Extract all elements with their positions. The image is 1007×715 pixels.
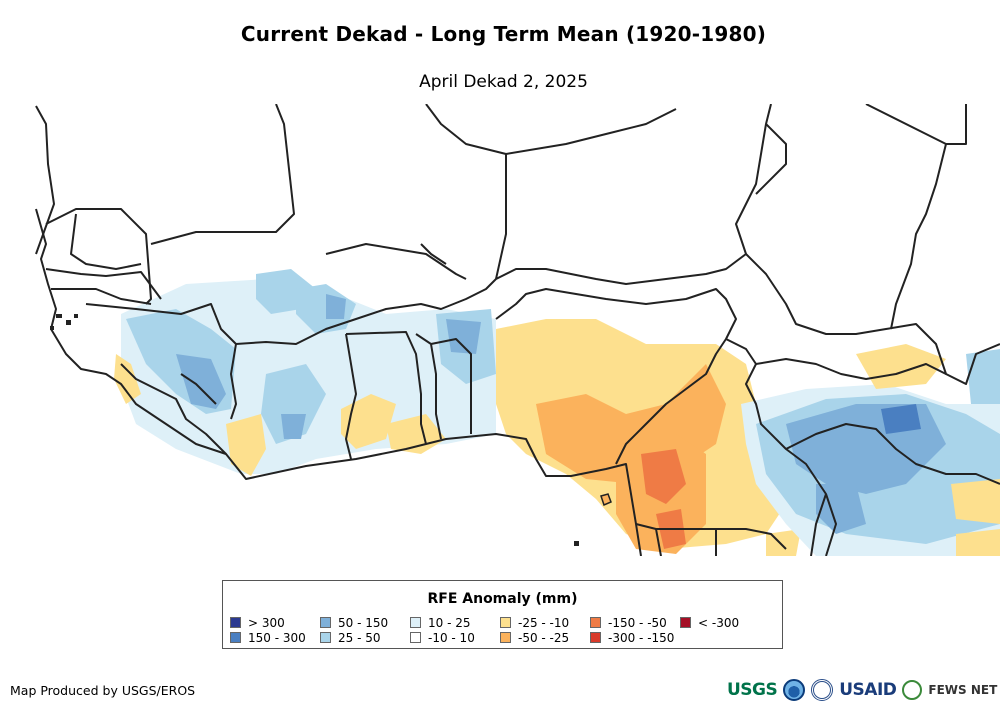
- fews-globe-icon: [902, 680, 923, 700]
- legend-item: -25 - -10: [500, 616, 569, 630]
- legend-item: > 300: [230, 616, 285, 630]
- legend-item: -50 - -25: [500, 631, 569, 645]
- usaid-logo: USAID: [839, 680, 897, 700]
- legend-label: < -300: [698, 616, 740, 630]
- legend-label: -50 - -25: [518, 631, 570, 645]
- legend-item: -150 - -50: [590, 616, 667, 630]
- legend-label: > 300: [248, 616, 285, 630]
- legend-swatch: [590, 632, 601, 643]
- legend-swatch: [500, 617, 511, 628]
- legend-swatch: [500, 632, 511, 643]
- fews-net-logo: FEWS NET: [928, 683, 998, 697]
- credit-text: Map Produced by USGS/EROS: [10, 683, 196, 698]
- legend-label: 25 - 50: [338, 631, 381, 645]
- legend-swatch: [680, 617, 691, 628]
- legend-label: -300 - -150: [608, 631, 675, 645]
- legend-item: 25 - 50: [320, 631, 381, 645]
- sao-tome-island: [574, 541, 579, 546]
- legend-swatch: [320, 617, 331, 628]
- legend-item: -300 - -150: [590, 631, 674, 645]
- legend-swatch: [230, 632, 241, 643]
- legend-label: -25 - -10: [518, 616, 570, 630]
- usgs-logo: USGS: [727, 680, 778, 700]
- nasa-logo-icon: [811, 679, 834, 701]
- legend-label: 50 - 150: [338, 616, 389, 630]
- rainfall-anomaly-map: [35, 104, 1000, 556]
- legend-label: -150 - -50: [608, 616, 667, 630]
- bijagos-islands: [50, 314, 78, 330]
- legend-item: 10 - 25: [410, 616, 471, 630]
- legend-swatch: [590, 617, 601, 628]
- country-borders: [35, 104, 1000, 556]
- anomaly-fields: [114, 269, 1000, 556]
- legend-label: 150 - 300: [248, 631, 306, 645]
- legend-item: -10 - 10: [410, 631, 475, 645]
- map-subtitle: April Dekad 2, 2025: [419, 72, 588, 92]
- legend-swatch: [230, 617, 241, 628]
- map-title: Current Dekad - Long Term Mean (1920-198…: [240, 22, 767, 46]
- legend-item: 50 - 150: [320, 616, 388, 630]
- agency-logos: USGS USAID FEWS NET: [727, 676, 997, 704]
- noaa-logo-icon: [783, 679, 806, 701]
- legend-item: < -300: [680, 616, 739, 630]
- legend-label: 10 - 25: [428, 616, 471, 630]
- legend-label: -10 - 10: [428, 631, 475, 645]
- legend-swatch: [320, 632, 331, 643]
- legend-title: RFE Anomaly (mm): [427, 591, 578, 607]
- legend-box: RFE Anomaly (mm) > 300 150 - 300 50 - 150 2…: [222, 580, 783, 649]
- legend-swatch: [410, 632, 421, 643]
- bioko-island: [600, 493, 612, 507]
- legend-item: 150 - 300: [230, 631, 306, 645]
- legend-swatch: [410, 617, 421, 628]
